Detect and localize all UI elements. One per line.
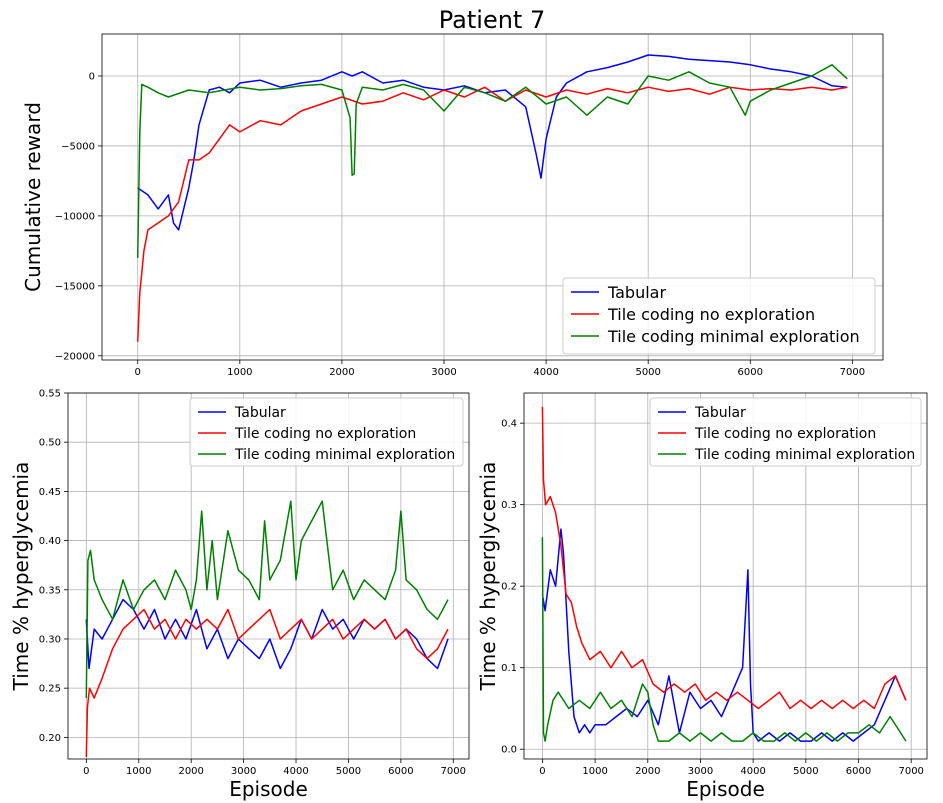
- y-tick-label: 0.4: [501, 419, 517, 430]
- y-tick-label: −15000: [55, 281, 95, 292]
- y-axis-label: Time % hyperglycemia: [476, 462, 500, 692]
- axes-frame: [67, 392, 470, 760]
- y-tick-label: 0.35: [39, 585, 61, 596]
- x-tick-label: 1000: [582, 766, 607, 777]
- x-axis-label: Episode: [229, 777, 308, 801]
- y-tick-label: 0.25: [39, 684, 61, 695]
- legend-box: [649, 397, 922, 467]
- legend: Tabular Tile coding no exploration Tile co…: [189, 397, 464, 467]
- series-line: [541, 537, 907, 742]
- series-line: [136, 64, 848, 258]
- y-tick-label: 0.0: [501, 745, 517, 756]
- x-tick-label: 7000: [441, 766, 466, 777]
- y-tick-label: 0.50: [39, 438, 61, 449]
- x-tick-label: 1000: [227, 367, 252, 378]
- series-line: [85, 608, 449, 758]
- x-tick-label: 5000: [635, 367, 660, 378]
- y-tick-label: −10000: [55, 211, 95, 222]
- panel-bottom-left-hyperglycemia: 0 1000 2000 3000 4000 5000 6000 7000 0.20 0.25 0.3…: [9, 389, 470, 801]
- series-line: [85, 500, 449, 699]
- y-tick-label: 0.20: [39, 733, 61, 744]
- x-tick-label: 4000: [283, 766, 308, 777]
- x-tick-label: 0: [539, 766, 545, 777]
- x-tick-label: 7000: [898, 766, 923, 777]
- panel-top-cumulative-reward: 0 1000 2000 3000 4000 5000 6000 7000 −20000 −1500…: [21, 33, 884, 378]
- legend-label: Tile coding no exploration: [607, 305, 815, 324]
- panel-bottom-right-hyperglycemia: 0 1000 2000 3000 4000 5000 6000 7000 0.0 0.1 0.2 0.…: [476, 392, 928, 801]
- y-tick-label: 0.45: [39, 487, 61, 498]
- y-axis-label: Cumulative reward: [21, 102, 45, 292]
- x-tick-label: 0: [83, 766, 89, 777]
- x-tick-label: 6000: [388, 766, 413, 777]
- x-tick-label: 4000: [533, 367, 558, 378]
- axes-frame: [523, 392, 928, 760]
- y-axis-label: Time % hyperglycemia: [9, 462, 33, 692]
- legend-box: [189, 397, 464, 467]
- legend-label: Tile coding no exploration: [234, 426, 416, 442]
- y-tick-label: 0.40: [39, 536, 61, 547]
- y-tick-label: 0.1: [501, 663, 517, 674]
- x-axis-label: Episode: [686, 777, 765, 801]
- y-tick-label: −20000: [55, 351, 95, 362]
- legend-label: Tabular: [234, 405, 286, 421]
- x-tick-label: 0: [135, 367, 141, 378]
- legend-box: [562, 277, 876, 355]
- x-tick-label: 4000: [740, 766, 765, 777]
- legend-label: Tile coding minimal exploration: [607, 327, 860, 346]
- y-tick-label: 0.2: [501, 582, 517, 593]
- series-line: [541, 406, 907, 710]
- legend-label: Tabular: [694, 405, 746, 421]
- legend-label: Tile coding no exploration: [694, 426, 876, 442]
- figure-title: Patient 7: [439, 6, 545, 34]
- x-tick-label: 6000: [846, 766, 871, 777]
- x-tick-label: 3000: [231, 766, 256, 777]
- x-tick-label: 2000: [178, 766, 203, 777]
- y-tick-label: 0: [89, 71, 95, 82]
- x-tick-label: 6000: [738, 367, 763, 378]
- x-tick-label: 2000: [635, 766, 660, 777]
- series-line: [137, 54, 848, 231]
- y-tick-label: 0.55: [39, 389, 61, 400]
- series-line: [541, 528, 907, 742]
- x-tick-label: 3000: [431, 367, 456, 378]
- x-tick-label: 7000: [840, 367, 865, 378]
- x-tick-label: 2000: [329, 367, 354, 378]
- series-line: [136, 86, 848, 342]
- legend: Tabular Tile coding no exploration Tile co…: [562, 277, 876, 355]
- legend: Tabular Tile coding no exploration Tile co…: [649, 397, 922, 467]
- y-tick-label: 0.30: [39, 634, 61, 645]
- legend-label: Tile coding minimal exploration: [234, 447, 455, 463]
- x-tick-label: 5000: [336, 766, 361, 777]
- y-tick-label: 0.3: [501, 500, 517, 511]
- legend-label: Tabular: [607, 283, 666, 302]
- legend-label: Tile coding minimal exploration: [694, 447, 915, 463]
- x-tick-label: 3000: [688, 766, 713, 777]
- x-tick-label: 1000: [126, 766, 151, 777]
- x-tick-label: 5000: [793, 766, 818, 777]
- axes-frame: [101, 33, 884, 361]
- y-tick-label: −5000: [61, 141, 95, 152]
